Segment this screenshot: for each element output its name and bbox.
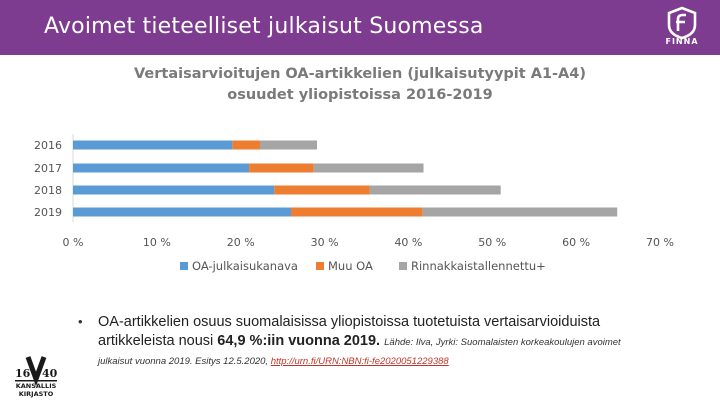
y-tick-label: 2018 [34, 184, 62, 197]
x-tick-label: 0 % [63, 236, 84, 249]
chart-title: Vertaisarvioitujen OA-artikkelien (julka… [100, 64, 620, 106]
oa-share-value: 64,9 % [217, 333, 263, 349]
x-tick-label: 40 % [394, 236, 422, 249]
bar-segment-muu-oa [274, 185, 370, 195]
bar-segment-rinnakkaistallennettu [260, 140, 318, 150]
bullet-line-2: artikkeleista nousi [98, 333, 218, 349]
x-tick-label: 30 % [311, 236, 339, 249]
bullet-line-2-rest: :iin vuonna 2019. [262, 333, 381, 349]
legend-label: OA-julkaisukanava [192, 259, 298, 273]
bullet-line-1: OA-artikkelien osuus suomalaisissa yliop… [98, 314, 601, 330]
legend-swatch [180, 262, 188, 270]
bar-segment-rinnakkaistallennettu [313, 163, 424, 173]
finna-logo-text: FINNA [665, 37, 699, 46]
logo-year-left: 16 [15, 367, 31, 380]
slide-header: Avoimet tieteelliset julkaisut Suomessa … [0, 0, 720, 55]
chart-title-line: Vertaisarvioitujen OA-artikkelien (julka… [133, 66, 586, 82]
legend-label: Rinnakkaistallennettu+ [411, 259, 546, 273]
source-text: Lähde: Ilva, Jyrki: Suomalaisten korkeak… [384, 337, 621, 348]
source-text-2: julkaisut vuonna 2019. Esitys 12.5.2020, [98, 356, 271, 367]
logo-year-right: 40 [42, 367, 58, 380]
national-library-logo-icon: 16 40 KANSALLIS KIRJASTO [15, 356, 58, 398]
legend-label: Muu OA [328, 259, 373, 273]
x-tick-label: 50 % [478, 236, 506, 249]
bar-segment-oa-julkaisukanava [73, 185, 275, 195]
bar-segment-rinnakkaistallennettu [369, 185, 501, 195]
y-tick-label: 2016 [34, 139, 62, 152]
bar-segment-oa-julkaisukanava [73, 207, 292, 217]
bar-segment-muu-oa [232, 140, 261, 150]
bar-segment-muu-oa [291, 207, 423, 217]
y-tick-label: 2019 [34, 206, 62, 219]
legend-swatch [316, 262, 324, 270]
y-tick-label: 2017 [34, 162, 62, 175]
bar-segment-oa-julkaisukanava [73, 163, 250, 173]
x-tick-label: 70 % [646, 236, 674, 249]
x-tick-label: 20 % [227, 236, 255, 249]
bullet-item: OA-artikkelien osuus suomalaisissa yliop… [98, 313, 708, 370]
logo-text-line1: KANSALLIS [16, 382, 57, 390]
logo-text-line2: KIRJASTO [19, 390, 54, 398]
x-tick-label: 60 % [562, 236, 590, 249]
chart-title-line: osuudet yliopistoissa 2016-2019 [227, 87, 493, 103]
slide-title: Avoimet tieteelliset julkaisut Suomessa [44, 14, 484, 39]
bullet-marker: • [78, 314, 83, 329]
legend-swatch [399, 262, 407, 270]
finna-logo-icon [667, 6, 697, 40]
bar-segment-rinnakkaistallennettu [422, 207, 618, 217]
bar-segment-oa-julkaisukanava [73, 140, 233, 150]
source-link[interactable]: http://urn.fi/URN:NBN:fi-fe2020051229388 [270, 356, 449, 367]
x-tick-label: 10 % [143, 236, 171, 249]
bar-segment-muu-oa [249, 163, 314, 173]
bullet-list: • OA-artikkelien osuus suomalaisissa yli… [78, 313, 708, 370]
